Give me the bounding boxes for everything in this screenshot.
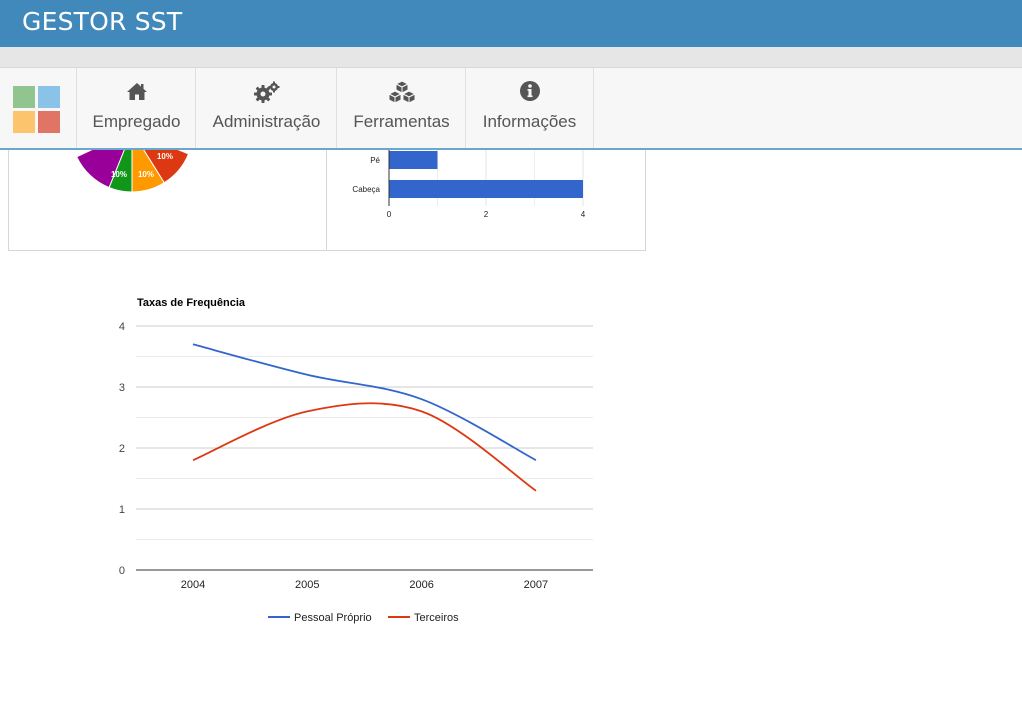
top-header: GESTOR SST — [0, 0, 1022, 47]
y-tick-label: 3 — [119, 382, 125, 394]
nav-item-label: Ferramentas — [353, 112, 450, 131]
nav-item-informacoes[interactable]: Informações — [465, 68, 594, 148]
bar-x-tick-label: 4 — [581, 210, 586, 219]
bar[interactable] — [389, 151, 438, 169]
nav-item-ferramentas[interactable]: Ferramentas — [336, 68, 466, 148]
info-icon — [466, 80, 593, 106]
pie-slice-label: 10% — [157, 152, 173, 161]
legend-label[interactable]: Terceiros — [414, 612, 459, 624]
bar-category-label: Cabeça — [352, 185, 380, 194]
header-divider — [0, 47, 1022, 68]
nav-item-label: Informações — [482, 112, 577, 131]
series-line[interactable] — [192, 402, 537, 492]
gears-icon — [196, 80, 337, 106]
x-tick-label: 2007 — [524, 579, 548, 591]
main-nav: Empregado Administração — [0, 68, 1022, 150]
nav-item-label: Administração — [212, 112, 321, 131]
y-tick-label: 2 — [119, 443, 125, 455]
x-tick-label: 2005 — [295, 579, 319, 591]
x-tick-label: 2004 — [181, 579, 205, 591]
pie-slice-label: 10% — [111, 170, 127, 179]
y-tick-label: 4 — [119, 321, 125, 333]
chart-title: Taxas de Frequência — [137, 297, 246, 309]
logo-tile-blue — [38, 86, 60, 108]
bar-chart: 0 2 4 Pé Cabeça — [352, 121, 586, 219]
app-logo[interactable] — [13, 86, 60, 133]
bar[interactable] — [389, 180, 583, 198]
bar-x-tick-label: 0 — [387, 210, 392, 219]
x-tick-label: 2006 — [409, 579, 433, 591]
series-line[interactable] — [192, 343, 537, 461]
y-tick-label: 0 — [119, 565, 125, 577]
bar-x-tick-label: 2 — [484, 210, 489, 219]
nav-item-administracao[interactable]: Administração — [195, 68, 337, 148]
pie-slice-label: 10% — [138, 170, 154, 179]
bar-category-label: Pé — [370, 156, 380, 165]
nav-item-label: Empregado — [92, 112, 181, 131]
logo-tile-yellow — [13, 111, 35, 133]
line-chart: Taxas de Frequência 0 1 2 3 4 2004 2005 2006 200… — [119, 297, 593, 624]
logo-tile-green — [13, 86, 35, 108]
legend-label[interactable]: Pessoal Próprio — [294, 612, 372, 624]
nav-item-empregado[interactable]: Empregado — [76, 68, 196, 148]
logo-tile-red — [38, 111, 60, 133]
home-icon — [77, 80, 196, 106]
app-title: GESTOR SST — [22, 7, 183, 36]
cubes-icon — [337, 80, 466, 106]
y-tick-label: 1 — [119, 504, 125, 516]
